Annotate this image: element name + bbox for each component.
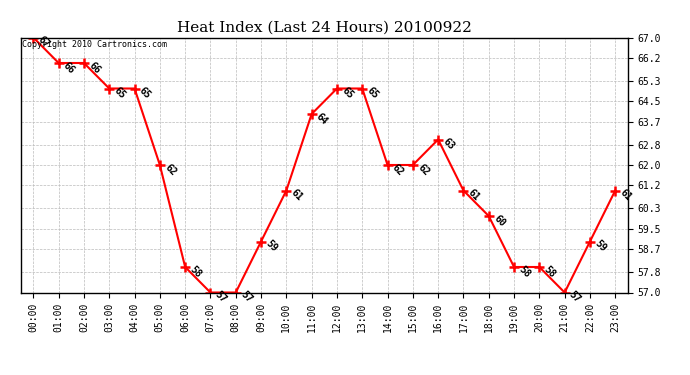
Text: 57: 57 xyxy=(239,290,254,305)
Text: 64: 64 xyxy=(315,111,330,127)
Text: 58: 58 xyxy=(542,264,558,280)
Title: Heat Index (Last 24 Hours) 20100922: Heat Index (Last 24 Hours) 20100922 xyxy=(177,21,472,35)
Text: 65: 65 xyxy=(339,86,355,101)
Text: 65: 65 xyxy=(112,86,128,101)
Text: 57: 57 xyxy=(567,290,583,305)
Text: 60: 60 xyxy=(491,213,507,229)
Text: 61: 61 xyxy=(466,188,482,203)
Text: 62: 62 xyxy=(391,162,406,178)
Text: 62: 62 xyxy=(415,162,431,178)
Text: 66: 66 xyxy=(87,60,102,76)
Text: 65: 65 xyxy=(137,86,152,101)
Text: Copyright 2010 Cartronics.com: Copyright 2010 Cartronics.com xyxy=(22,40,167,49)
Text: 66: 66 xyxy=(61,60,77,76)
Text: 65: 65 xyxy=(365,86,380,101)
Text: 61: 61 xyxy=(289,188,304,203)
Text: 61: 61 xyxy=(618,188,633,203)
Text: 63: 63 xyxy=(441,137,456,152)
Text: 58: 58 xyxy=(188,264,204,280)
Text: 57: 57 xyxy=(213,290,228,305)
Text: 62: 62 xyxy=(163,162,178,178)
Text: 59: 59 xyxy=(593,239,608,254)
Text: 58: 58 xyxy=(517,264,532,280)
Text: 67: 67 xyxy=(36,35,52,50)
Text: 59: 59 xyxy=(264,239,279,254)
